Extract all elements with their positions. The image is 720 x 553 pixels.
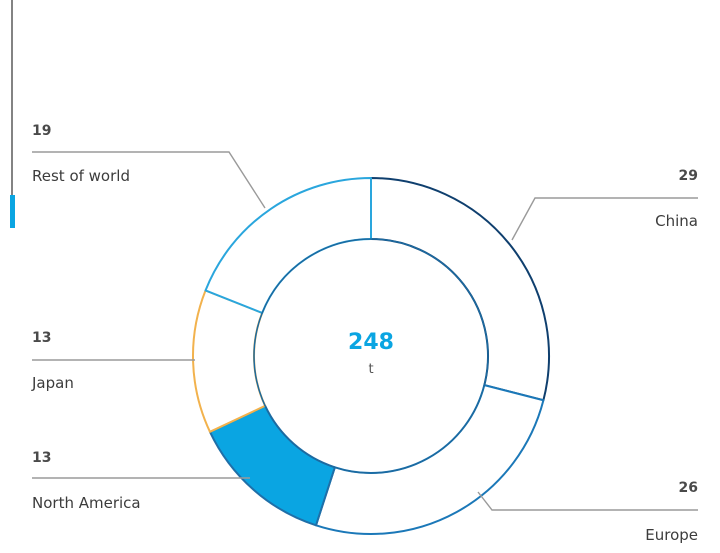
label-name-japan: Japan: [31, 374, 74, 392]
center-unit: t: [368, 362, 373, 377]
label-value-europe: 26: [679, 480, 698, 496]
label-value-rest-of-world: 19: [32, 123, 51, 139]
slice-rest-of-world: [204, 177, 372, 314]
slice-europe: [314, 384, 545, 535]
leader-line-china: [511, 197, 698, 241]
leader-line-rest-of-world: [32, 151, 266, 209]
leader-line-europe: [477, 491, 698, 511]
label-value-china: 29: [679, 168, 698, 184]
center-total: 248: [348, 330, 394, 355]
donut-inner-ring: [253, 238, 489, 474]
slice-china: [370, 177, 550, 402]
sidebar-marker: [10, 195, 15, 228]
leader-lines: [32, 151, 698, 511]
label-value-japan: 13: [32, 330, 51, 346]
label-name-north-america: North America: [32, 494, 141, 512]
donut-slices: [192, 177, 550, 535]
label-name-rest-of-world: Rest of world: [32, 167, 130, 185]
label-name-china: China: [655, 212, 698, 230]
label-value-north-america: 13: [32, 450, 51, 466]
label-name-europe: Europe: [645, 526, 698, 544]
